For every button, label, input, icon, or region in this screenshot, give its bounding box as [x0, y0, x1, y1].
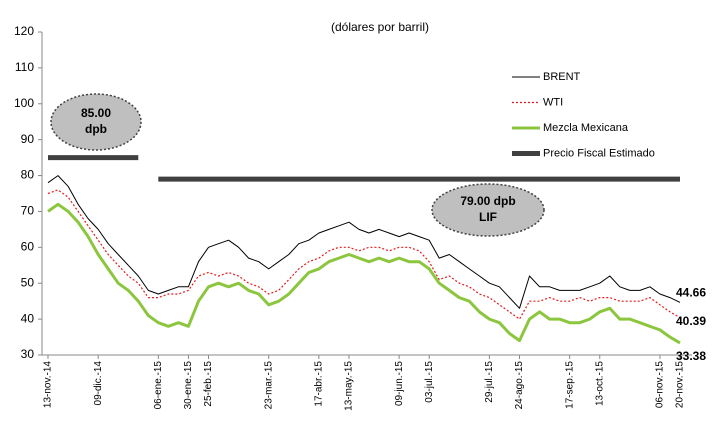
- y-tick-label: 120: [14, 24, 34, 38]
- series-line: [47, 189, 681, 320]
- x-tick-label: 17-sep.-15: [564, 361, 575, 409]
- x-tick-label: 23-mar.-15: [263, 361, 274, 410]
- legend-label: BRENT: [543, 71, 581, 83]
- y-tick-label: 90: [21, 132, 35, 146]
- annotation-text: LIF: [479, 210, 497, 224]
- x-tick-label: 09-jun.-15: [394, 361, 405, 406]
- legend-label: WTI: [543, 96, 563, 108]
- y-tick-label: 40: [21, 311, 35, 325]
- x-tick-label: 17-abr.-15: [313, 361, 324, 407]
- y-tick-label: 30: [21, 347, 35, 361]
- end-value-label: 44.66: [676, 286, 706, 300]
- annotation-text: dpb: [85, 122, 107, 136]
- legend-label: Mezcla Mexicana: [543, 122, 629, 134]
- x-tick-label: 24-ago.-15: [514, 361, 525, 410]
- annotation-oval: [50, 93, 142, 151]
- x-tick-label: 06-nov.-15: [655, 361, 666, 409]
- x-tick-label: 06-ene.-15: [153, 361, 164, 410]
- annotation-text: 85.00: [81, 106, 111, 120]
- y-tick-label: 50: [21, 275, 35, 289]
- x-tick-label: 30-ene.-15: [183, 361, 194, 410]
- chart-title: (dólares por barril): [331, 20, 429, 34]
- x-tick-label: 20-nov.-15: [675, 361, 686, 409]
- annotation-oval: [431, 183, 545, 237]
- legend-label: Precio Fiscal Estimado: [543, 147, 655, 159]
- end-value-label: 40.39: [676, 314, 706, 328]
- x-tick-label: 13-oct.-15: [594, 361, 605, 406]
- x-tick-label: 29-jul.-15: [484, 361, 495, 403]
- x-tick-label: 09-dic.-14: [93, 361, 104, 406]
- y-tick-label: 70: [21, 204, 35, 218]
- x-tick-label: 03-jul.-15: [424, 361, 435, 403]
- annotation-text: 79.00 dpb: [460, 194, 515, 208]
- y-tick-label: 100: [14, 96, 34, 110]
- series-line: [48, 155, 680, 182]
- y-tick-label: 110: [15, 60, 34, 74]
- series-line: [47, 202, 681, 345]
- y-tick-label: 80: [21, 168, 35, 182]
- x-tick-label: 13-nov.-14: [43, 361, 54, 409]
- x-tick-label: 25-feb.-15: [203, 361, 214, 407]
- series-line: [47, 175, 681, 309]
- end-value-label: 33.38: [676, 349, 706, 363]
- x-tick-label: 13-may.-15: [344, 361, 355, 411]
- y-tick-label: 60: [21, 240, 35, 254]
